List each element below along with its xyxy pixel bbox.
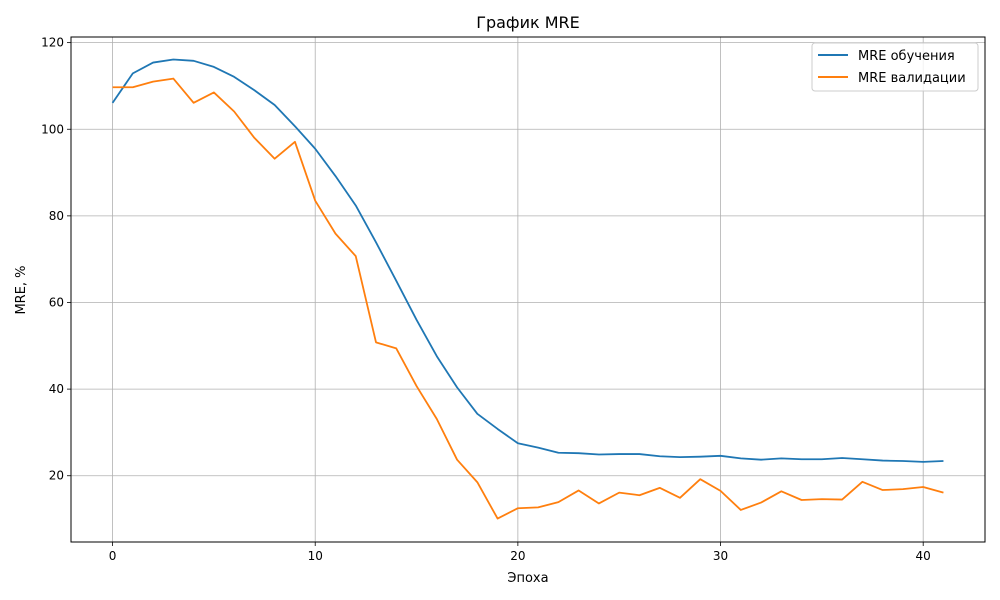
y-tick-label: 40 [49,382,64,396]
ticks: 0 10 20 30 40 20 40 60 80 100 120 [41,36,931,563]
x-axis-label: Эпоха [507,571,548,586]
y-axis-label: MRE, % [14,265,29,314]
x-tick-label: 10 [308,549,323,563]
y-tick-label: 120 [41,36,64,50]
y-tick-label: 20 [49,469,64,483]
series-lines [111,58,944,520]
x-tick-label: 0 [109,549,117,563]
series-line-train [111,58,944,463]
plot-frame [70,36,986,543]
legend-label-validation: MRE валидации [858,71,966,86]
x-tick-label: 30 [713,549,728,563]
y-tick-label: 100 [41,122,64,136]
series-line-validation [112,77,944,520]
y-tick-label: 60 [49,295,64,309]
legend: MRE обучения MRE валидации [811,42,979,92]
legend-box [811,42,979,92]
legend-label-train: MRE обучения [858,49,955,64]
y-tick-label: 80 [49,209,64,223]
chart-title: График MRE [476,13,580,32]
x-tick-label: 20 [510,549,525,563]
x-tick-label: 40 [916,549,931,563]
